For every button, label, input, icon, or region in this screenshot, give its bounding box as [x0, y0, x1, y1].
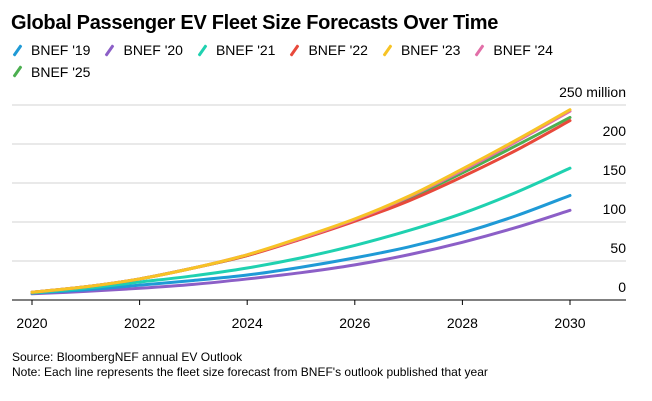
legend-swatch — [474, 43, 485, 57]
y-tick-label: 100 — [603, 201, 627, 217]
legend-swatch — [12, 65, 23, 78]
legend-swatch — [12, 43, 23, 57]
series-line-bnef21 — [30, 166, 572, 295]
y-tick-label: 50 — [610, 240, 626, 256]
legend-item: BNEF '20 — [104, 40, 183, 60]
legend-label: BNEF '23 — [400, 42, 461, 58]
series-line-bnef20 — [30, 208, 572, 296]
legend-label: BNEF '24 — [493, 42, 553, 58]
footer: Source: BloombergNEF annual EV Outlook N… — [12, 350, 488, 380]
source-note: Source: BloombergNEF annual EV Outlook — [12, 350, 243, 364]
legend-item: BNEF '19 — [12, 40, 90, 60]
y-tick-label: 200 — [603, 123, 627, 139]
legend-item: BNEF '25 — [12, 62, 90, 82]
legend-label: BNEF '21 — [215, 42, 276, 58]
legend-label: BNEF '25 — [31, 63, 91, 80]
legend-item: BNEF '24 — [474, 40, 553, 60]
x-tick-label: 2022 — [124, 315, 155, 331]
legend-swatch — [197, 43, 208, 57]
series-line-bnef19 — [30, 193, 572, 295]
legend-label: BNEF '20 — [123, 42, 183, 58]
y-tick-label: 150 — [603, 162, 627, 178]
legend-swatch — [289, 43, 300, 57]
x-tick-label: 2028 — [447, 315, 478, 331]
legend-swatch — [105, 43, 115, 57]
x-tick-label: 2030 — [554, 315, 585, 331]
note: Note: Each line represents the fleet siz… — [12, 365, 488, 379]
x-tick-label: 2024 — [232, 315, 263, 331]
x-tick-label: 2026 — [339, 315, 370, 331]
legend-label: BNEF '19 — [31, 42, 91, 58]
legend: BNEF '19 BNEF '20 BNEF '21 BNEF '22 BNEF '23… — [12, 40, 642, 83]
y-tick-label: 250 million — [559, 84, 626, 100]
legend-swatch — [382, 43, 393, 57]
legend-item: BNEF '23 — [382, 40, 460, 60]
chart-title: Global Passenger EV Fleet Size Forecasts… — [11, 12, 499, 34]
legend-label: BNEF '22 — [308, 42, 368, 58]
y-tick-label: 0 — [618, 279, 626, 295]
x-tick-label: 2020 — [16, 315, 47, 331]
series-line-bnef23 — [30, 108, 572, 294]
legend-item: BNEF '22 — [289, 40, 368, 60]
legend-item: BNEF '21 — [197, 40, 275, 60]
